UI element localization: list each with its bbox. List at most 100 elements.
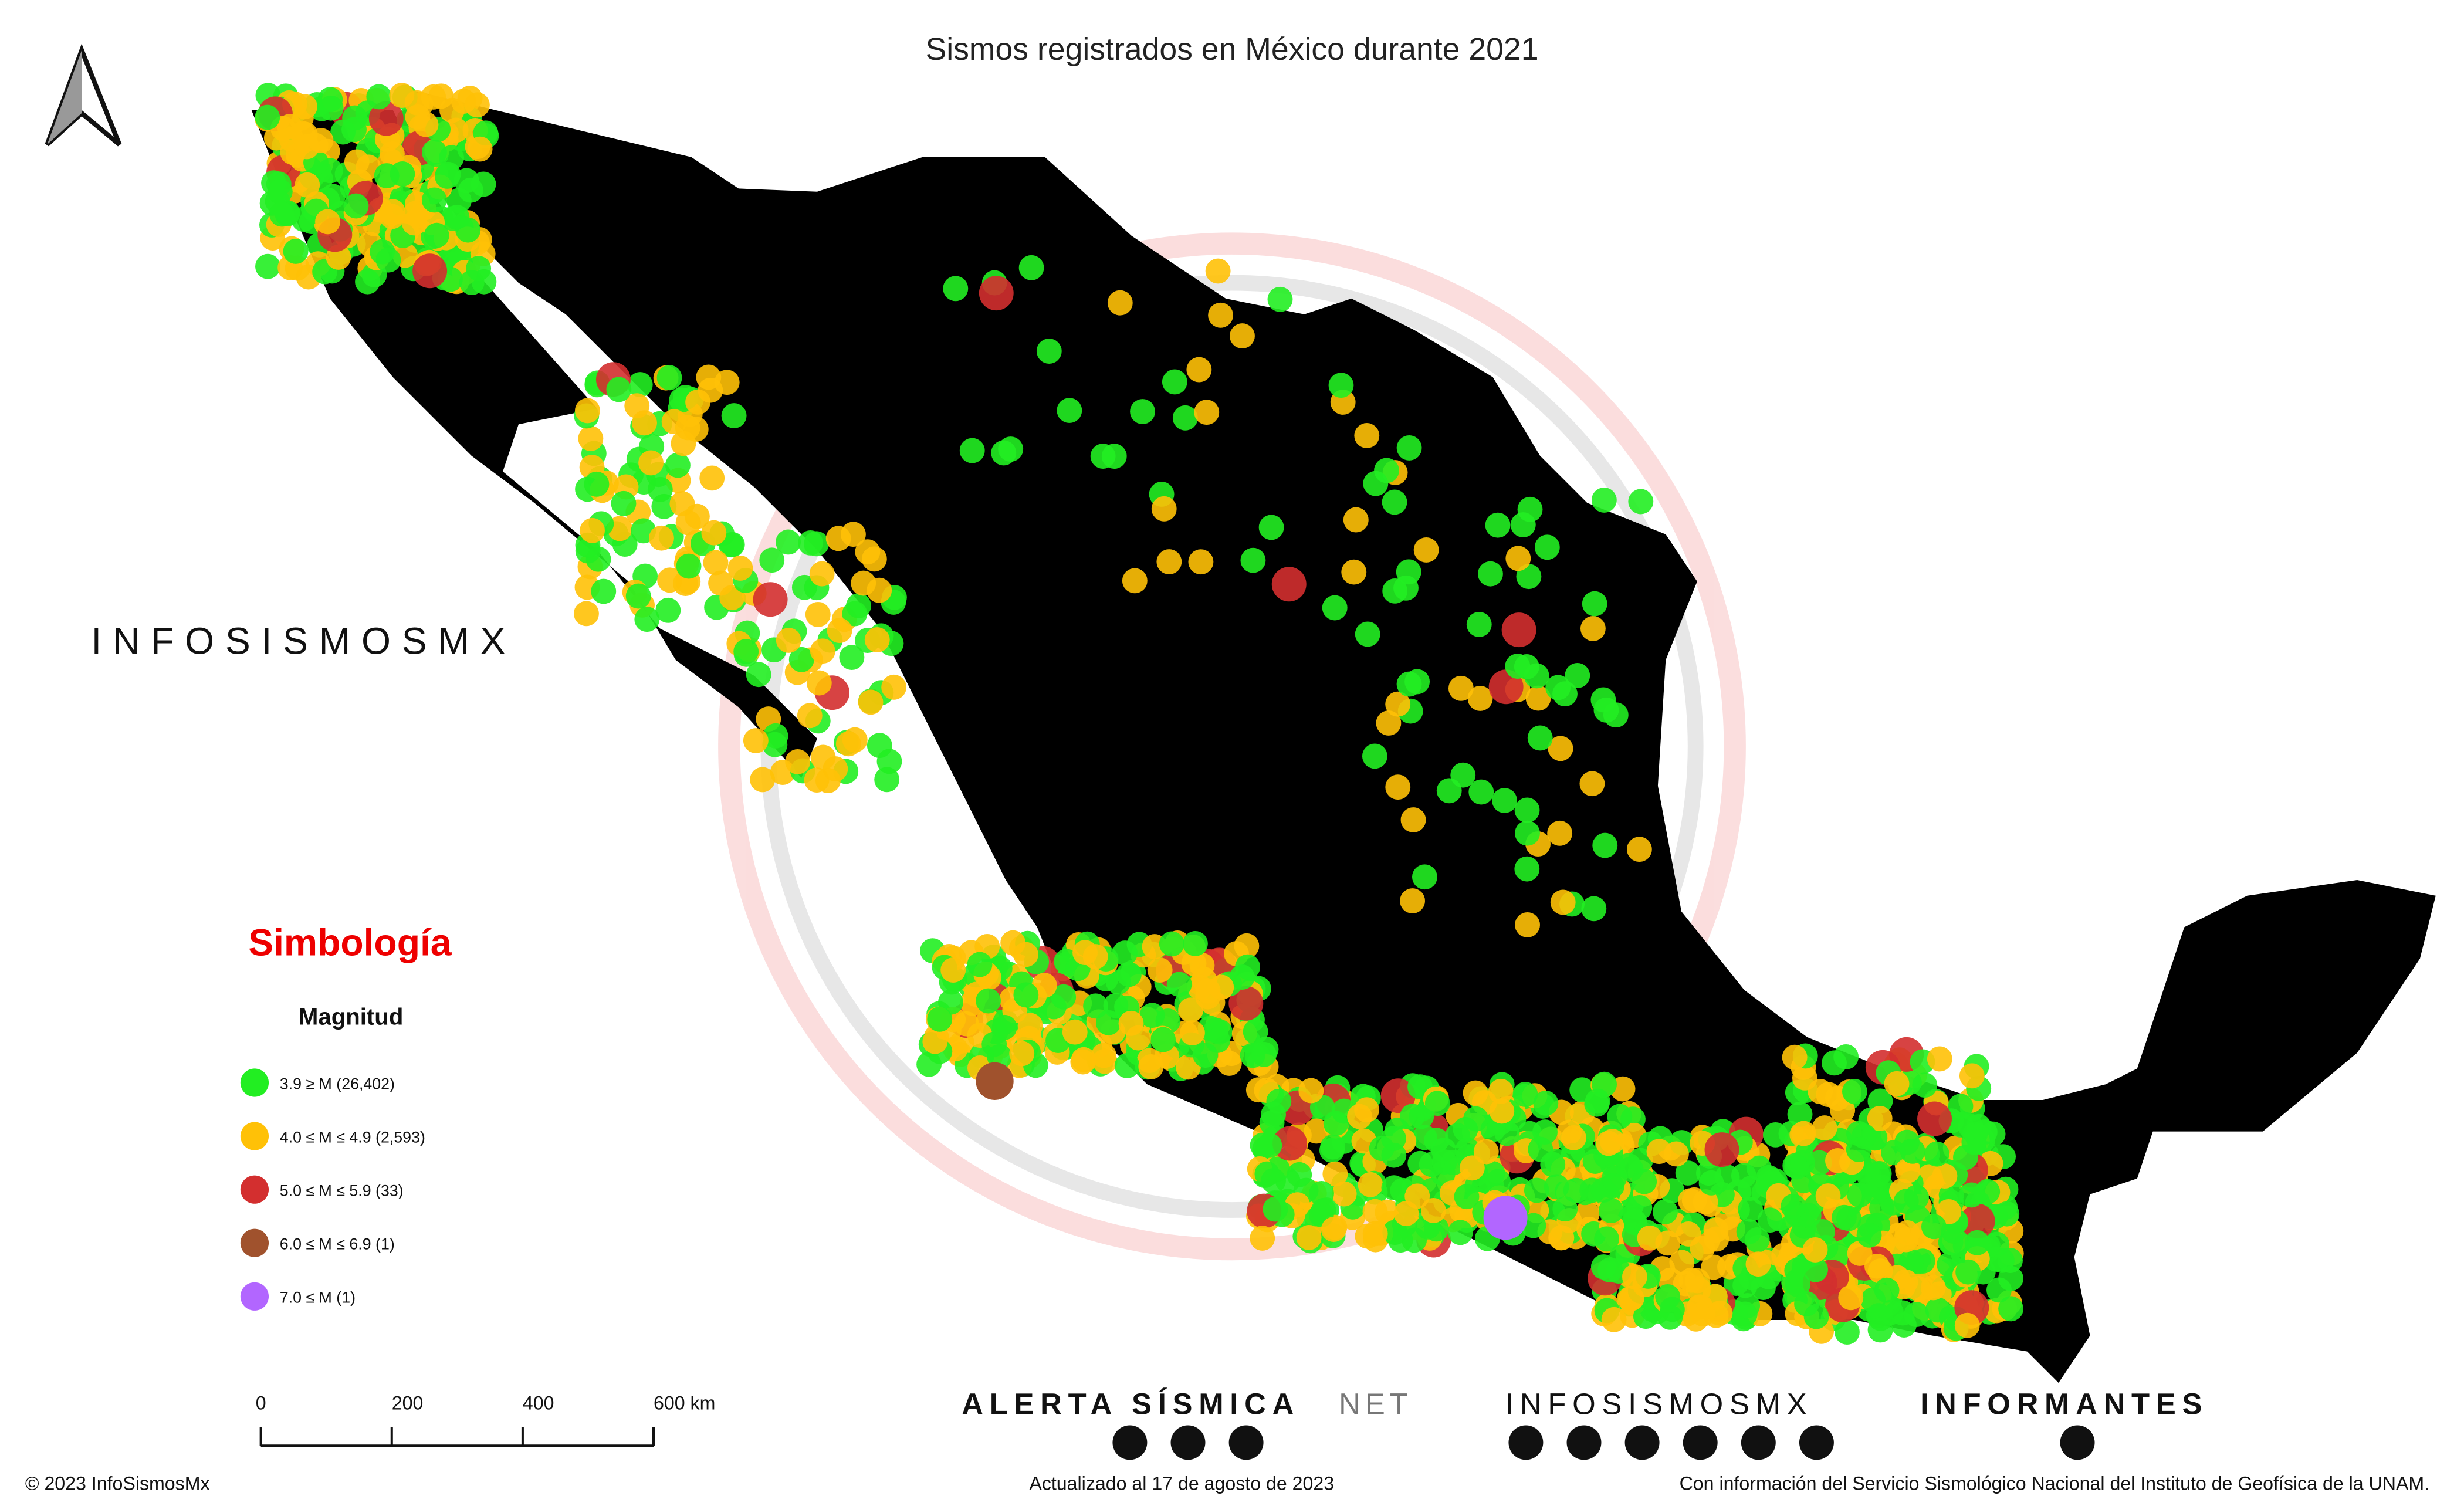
quake-dot xyxy=(1116,962,1142,987)
social-icon xyxy=(1741,1425,1776,1460)
quake-dot xyxy=(1781,1193,1806,1219)
quake-dot xyxy=(881,674,907,700)
quake-dot xyxy=(661,409,687,435)
quake-dot xyxy=(1867,1106,1893,1131)
quake-dot xyxy=(703,550,729,576)
quake-dot xyxy=(810,638,835,664)
quake-dot xyxy=(1895,1158,1921,1183)
quake-dot xyxy=(632,410,657,436)
quake-dot xyxy=(1881,1140,1907,1166)
quake-dot xyxy=(1835,1319,1860,1345)
quake-dot xyxy=(1424,1128,1449,1153)
legend-label: 6.0 ≤ M ≤ 6.9 (1) xyxy=(280,1235,395,1253)
quake-dot xyxy=(1147,957,1173,983)
quake-dot xyxy=(1552,1196,1578,1222)
quake-dot xyxy=(1331,1181,1357,1207)
quake-dot xyxy=(591,578,617,604)
quake-dot xyxy=(1846,1137,1871,1162)
quake-dot xyxy=(1579,771,1605,797)
social-icon xyxy=(1508,1425,1544,1460)
quake-dot xyxy=(1921,1214,1947,1240)
quake-dot xyxy=(1561,1125,1586,1150)
quake-dot xyxy=(574,398,600,424)
brand-text: INFOSISMOSMX xyxy=(91,620,516,662)
quake-dot xyxy=(665,452,691,478)
quake-dot xyxy=(655,597,681,623)
quake-dot xyxy=(1468,779,1494,805)
quake-dot xyxy=(746,662,771,688)
quake-dot xyxy=(1083,993,1108,1019)
quake-dot xyxy=(991,1014,1017,1040)
quake-dot xyxy=(1593,697,1619,723)
quake-dot xyxy=(922,1028,948,1054)
quake-dot xyxy=(976,1062,1014,1100)
quake-dot xyxy=(1622,1264,1647,1289)
quake-dot xyxy=(1552,681,1578,707)
quake-dot xyxy=(1808,1079,1833,1104)
quake-dot xyxy=(1195,978,1221,1004)
quake-dot xyxy=(1663,1141,1689,1167)
quake-dot xyxy=(809,561,835,587)
quake-dot xyxy=(1382,1220,1408,1245)
quake-dot xyxy=(1515,820,1540,846)
quake-dot xyxy=(1400,807,1426,832)
quake-dot xyxy=(1512,1082,1538,1107)
quake-dot xyxy=(1436,778,1462,804)
social-icon xyxy=(1624,1425,1660,1460)
quake-dot xyxy=(1036,339,1062,364)
quake-dot xyxy=(1732,1272,1758,1298)
quake-dot xyxy=(1501,612,1536,648)
quake-dot xyxy=(1454,1184,1480,1210)
quake-dot xyxy=(953,1011,979,1037)
quake-dot xyxy=(1122,568,1148,594)
quake-dot xyxy=(1678,1188,1703,1214)
quake-dot xyxy=(401,210,427,236)
quake-dot xyxy=(1150,1027,1176,1052)
quake-dot xyxy=(733,639,759,664)
legend-label: 5.0 ≤ M ≤ 5.9 (33) xyxy=(280,1182,404,1199)
quake-dot xyxy=(1186,357,1212,383)
quake-dot xyxy=(1304,1118,1329,1144)
quake-dot xyxy=(1013,982,1039,1008)
quake-dot xyxy=(940,957,966,983)
quake-dot xyxy=(647,476,673,502)
quake-dot xyxy=(1525,685,1551,711)
quake-dot xyxy=(701,520,727,546)
legend-label: 3.9 ≥ M (26,402) xyxy=(280,1075,395,1092)
quake-dot xyxy=(1070,1049,1096,1075)
quake-dot xyxy=(825,526,851,551)
quake-dot xyxy=(255,104,280,130)
quake-dot xyxy=(1254,1161,1280,1187)
quake-dot xyxy=(753,582,788,617)
legend-swatch xyxy=(240,1175,269,1204)
quake-dot xyxy=(1092,1048,1118,1074)
quake-dot xyxy=(1836,1206,1861,1231)
quake-dot xyxy=(1655,1230,1681,1256)
quake-dot xyxy=(1653,1199,1678,1224)
quake-dot xyxy=(1473,1139,1499,1165)
quake-dot xyxy=(1594,1226,1620,1252)
legend-label: 4.0 ≤ M ≤ 4.9 (2,593) xyxy=(280,1128,425,1146)
quake-dot xyxy=(797,703,823,729)
quake-dot xyxy=(1380,1078,1416,1113)
quake-dot xyxy=(466,256,492,282)
quake-dot xyxy=(1466,611,1492,637)
quake-dot xyxy=(759,547,785,573)
quake-dot xyxy=(867,733,892,759)
quake-dot xyxy=(1515,912,1540,937)
quake-dot xyxy=(1548,736,1573,761)
quake-dot xyxy=(412,253,448,289)
quake-dot xyxy=(864,627,890,653)
quake-dot xyxy=(1156,549,1182,574)
quake-dot xyxy=(421,187,447,213)
quake-dot xyxy=(656,365,682,391)
quake-dot xyxy=(1660,1297,1685,1322)
quake-dot xyxy=(1082,944,1108,969)
quake-dot xyxy=(1463,1080,1488,1106)
quake-dot xyxy=(1510,512,1536,537)
quake-dot xyxy=(1151,496,1177,522)
quake-dot xyxy=(1130,399,1155,424)
quake-dot xyxy=(1009,1041,1035,1067)
legend-subtitle: Magnitud xyxy=(299,1003,403,1030)
quake-dot xyxy=(1018,255,1044,280)
